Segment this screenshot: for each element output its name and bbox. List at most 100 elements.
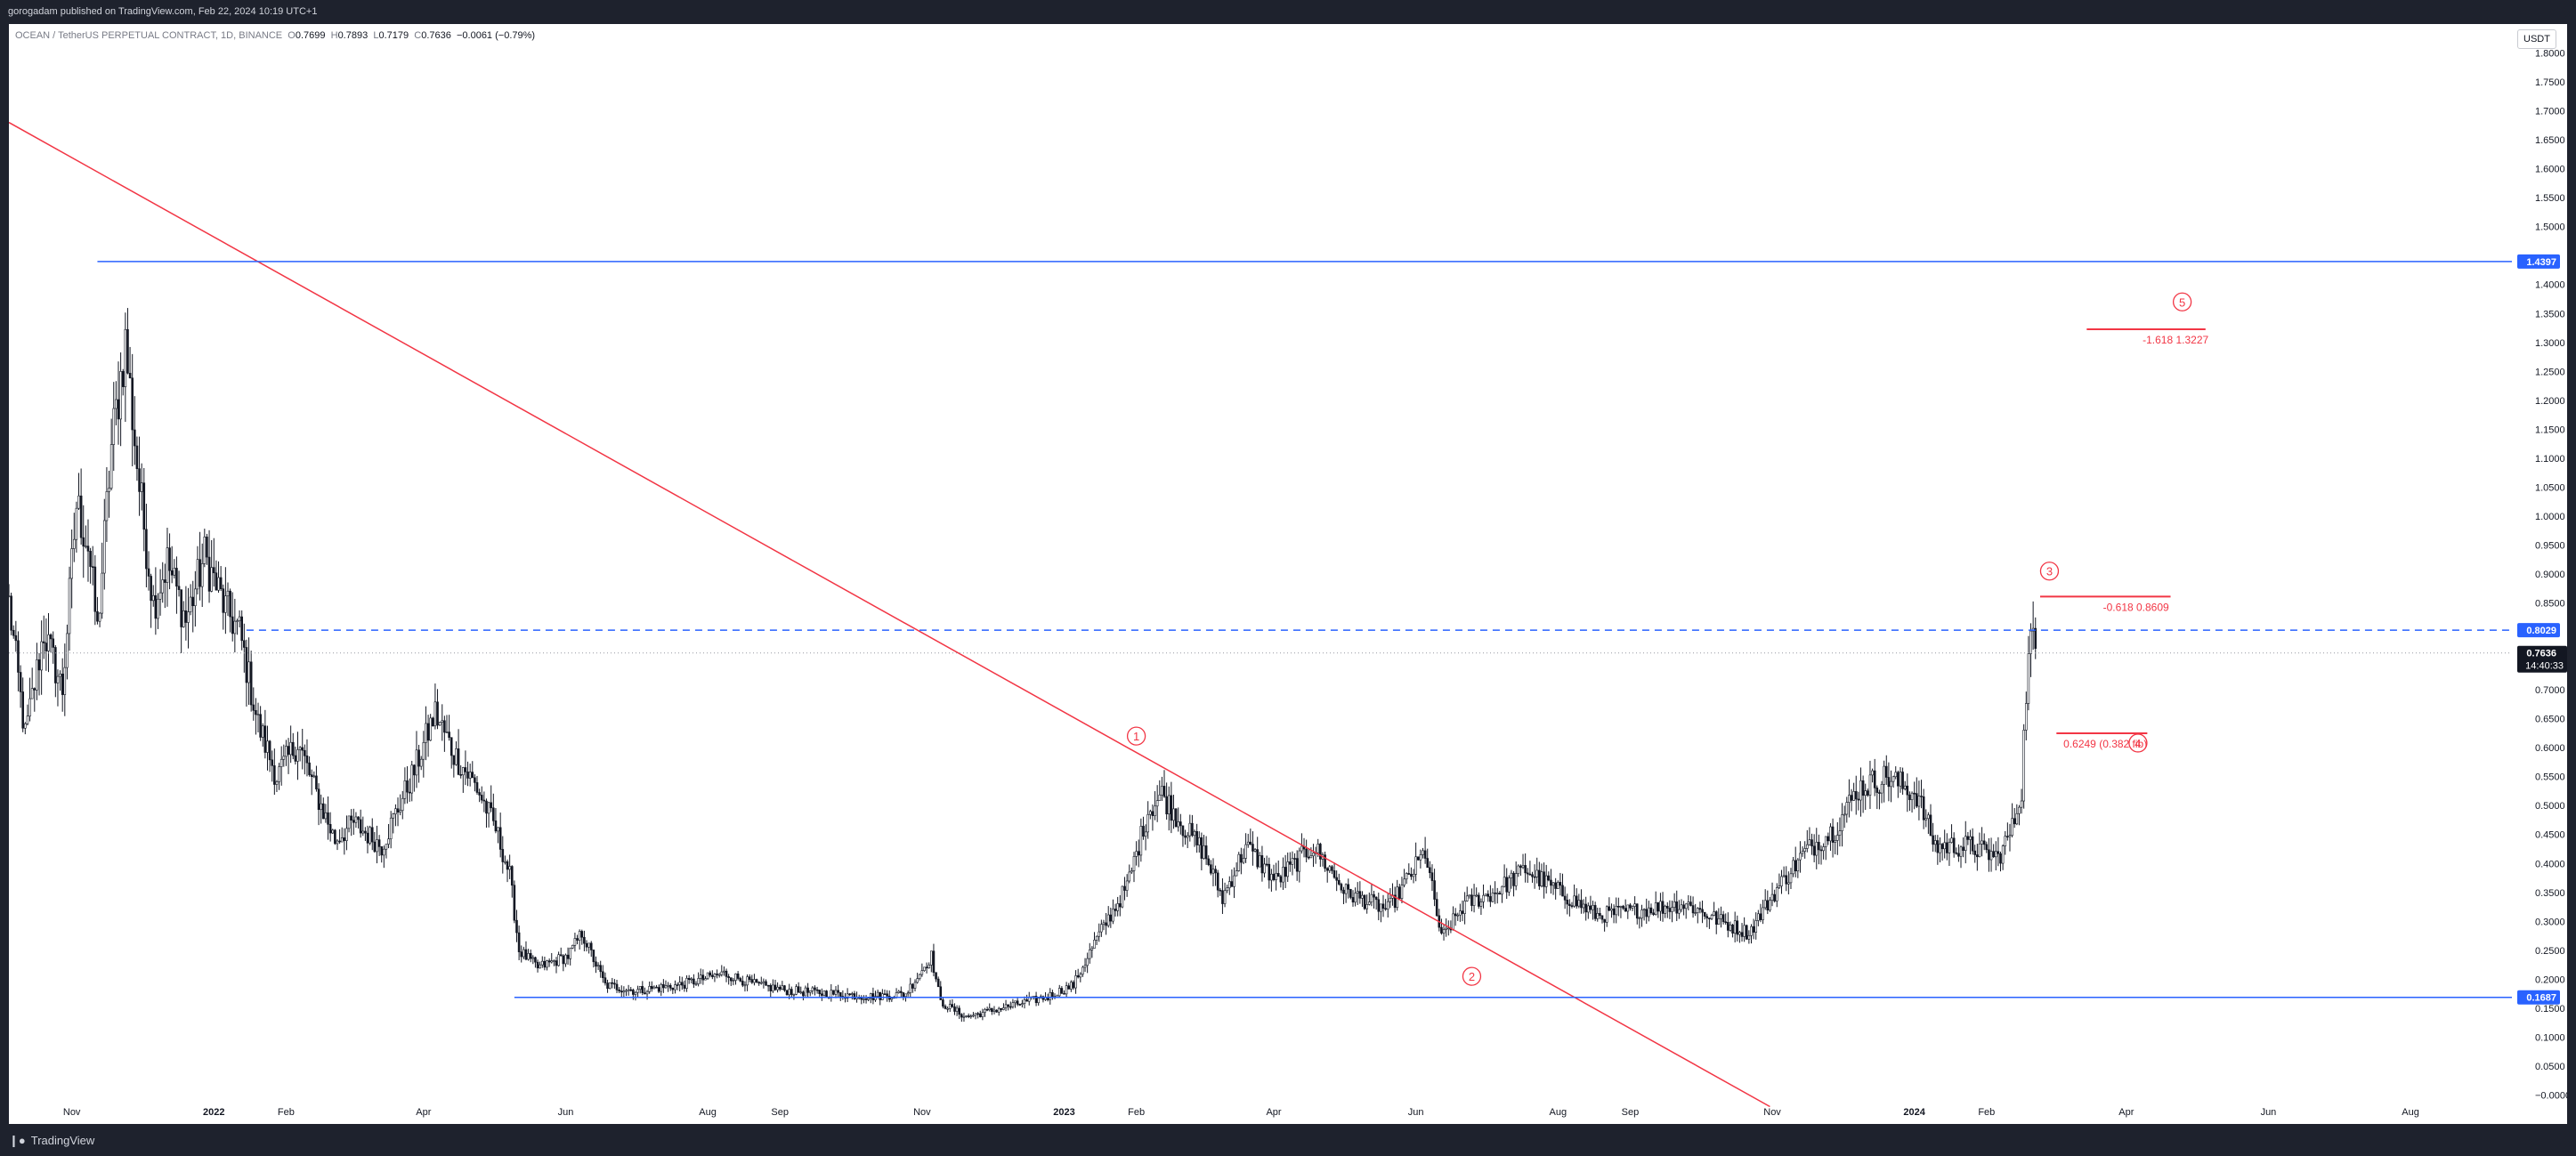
- candle-body: [1600, 915, 1604, 920]
- candle-body: [1275, 873, 1277, 880]
- candle-body: [37, 659, 41, 671]
- candle-body: [606, 982, 609, 990]
- candle-body: [939, 986, 943, 1000]
- candle-body: [1386, 901, 1389, 909]
- candle-body: [1822, 846, 1825, 852]
- candle-body: [366, 832, 369, 844]
- candle-body: [904, 993, 907, 998]
- candle-body: [1325, 868, 1329, 871]
- candle-body: [1994, 851, 1997, 858]
- candle-body: [811, 987, 814, 991]
- candle-body: [1335, 877, 1338, 881]
- candle-body: [1465, 895, 1469, 901]
- candle-body: [1057, 988, 1061, 997]
- candle-body: [935, 972, 937, 980]
- candle-body: [916, 978, 919, 983]
- candle-body: [1838, 830, 1842, 836]
- candle-body: [1463, 901, 1466, 914]
- candle-body: [1319, 844, 1322, 860]
- symbol-name[interactable]: OCEAN / TetherUS PERPETUAL CONTRACT, 1D,…: [15, 30, 283, 41]
- currency-unit-button[interactable]: USDT: [2517, 29, 2556, 49]
- candle-body: [1973, 850, 1977, 855]
- candle-body: [953, 1006, 956, 1012]
- candle-body: [1256, 849, 1259, 868]
- candle-body: [685, 977, 688, 989]
- candle-body: [42, 641, 45, 643]
- x-tick-label: 2024: [1903, 1107, 1925, 1118]
- candle-body: [769, 985, 773, 991]
- candle-body: [1596, 913, 1600, 919]
- candle-body: [753, 979, 756, 983]
- candle-body: [1063, 993, 1065, 995]
- candle-body: [1412, 874, 1415, 877]
- candle-body: [704, 978, 707, 981]
- candle-body: [328, 824, 332, 834]
- candle-body: [1845, 802, 1849, 815]
- candle-body: [1000, 1007, 1003, 1010]
- candle-body: [1587, 905, 1590, 913]
- candle-body: [485, 800, 488, 814]
- candle-body: [1932, 835, 1934, 845]
- candle-body: [967, 1015, 970, 1017]
- candle-body: [1701, 909, 1704, 913]
- candle-body: [1374, 896, 1378, 901]
- candle-body: [1799, 853, 1802, 861]
- candle-body: [846, 993, 849, 999]
- candle-body: [765, 981, 767, 986]
- candle-body: [1773, 893, 1776, 901]
- candle-body: [1363, 894, 1366, 909]
- candle-body: [792, 994, 796, 996]
- candle-body: [480, 795, 483, 801]
- candle-body: [331, 829, 335, 834]
- candle-body: [482, 799, 486, 802]
- candle-body: [1270, 873, 1273, 881]
- candle-body: [1950, 837, 1953, 843]
- candle-body: [1801, 851, 1804, 854]
- candle-body: [788, 989, 790, 996]
- candle-body: [1370, 893, 1373, 902]
- candle-body: [406, 780, 409, 793]
- candle-body: [564, 954, 567, 965]
- candle-body: [1300, 845, 1303, 852]
- candle-body: [175, 568, 178, 587]
- candle-body: [1154, 805, 1156, 816]
- candle-body: [578, 931, 581, 941]
- candle-body: [1721, 914, 1725, 923]
- candle-body: [72, 538, 76, 549]
- y-tick-label: 1.3500: [2535, 309, 2565, 319]
- candle-body: [864, 998, 868, 1000]
- candle-body: [1155, 800, 1159, 807]
- candle-body: [425, 723, 427, 743]
- brand-label[interactable]: TradingView: [30, 1134, 95, 1147]
- candle-body: [52, 638, 55, 648]
- tradingview-logo-icon[interactable]: ❙●: [9, 1134, 26, 1147]
- candle-body: [255, 710, 257, 715]
- candle-body: [1526, 872, 1529, 875]
- candle-body: [1210, 864, 1212, 874]
- candle-body: [417, 749, 420, 767]
- candle-body: [741, 981, 744, 986]
- candle-body: [1435, 899, 1438, 917]
- candle-body: [1079, 974, 1082, 978]
- candle-body: [615, 983, 619, 990]
- candle-body: [1580, 900, 1583, 909]
- candle-body: [693, 978, 695, 985]
- candle-body: [948, 1004, 952, 1009]
- candle-body: [1135, 851, 1138, 857]
- candle-body: [1445, 927, 1447, 930]
- candle-body: [312, 775, 316, 778]
- candle-body: [189, 596, 192, 612]
- chart-canvas[interactable]: −0.0000 0.0500 0.1000 0.1500 0.2000 0.2500 0.3…: [9, 24, 2567, 1124]
- candle-body: [2004, 836, 2007, 846]
- candle-body: [657, 987, 660, 992]
- candle-body: [510, 866, 514, 886]
- candle-body: [1505, 877, 1509, 893]
- y-tick-label: 1.4000: [2535, 280, 2565, 291]
- candle-body: [1988, 849, 1990, 861]
- price-chart[interactable]: −0.0000 0.0500 0.1000 0.1500 0.2000 0.2500 0.3…: [9, 24, 2567, 1124]
- candle-body: [1750, 926, 1753, 936]
- candle-body: [273, 765, 276, 785]
- candle-body: [860, 997, 863, 1000]
- candle-body: [1778, 885, 1781, 888]
- candle-body: [438, 722, 441, 726]
